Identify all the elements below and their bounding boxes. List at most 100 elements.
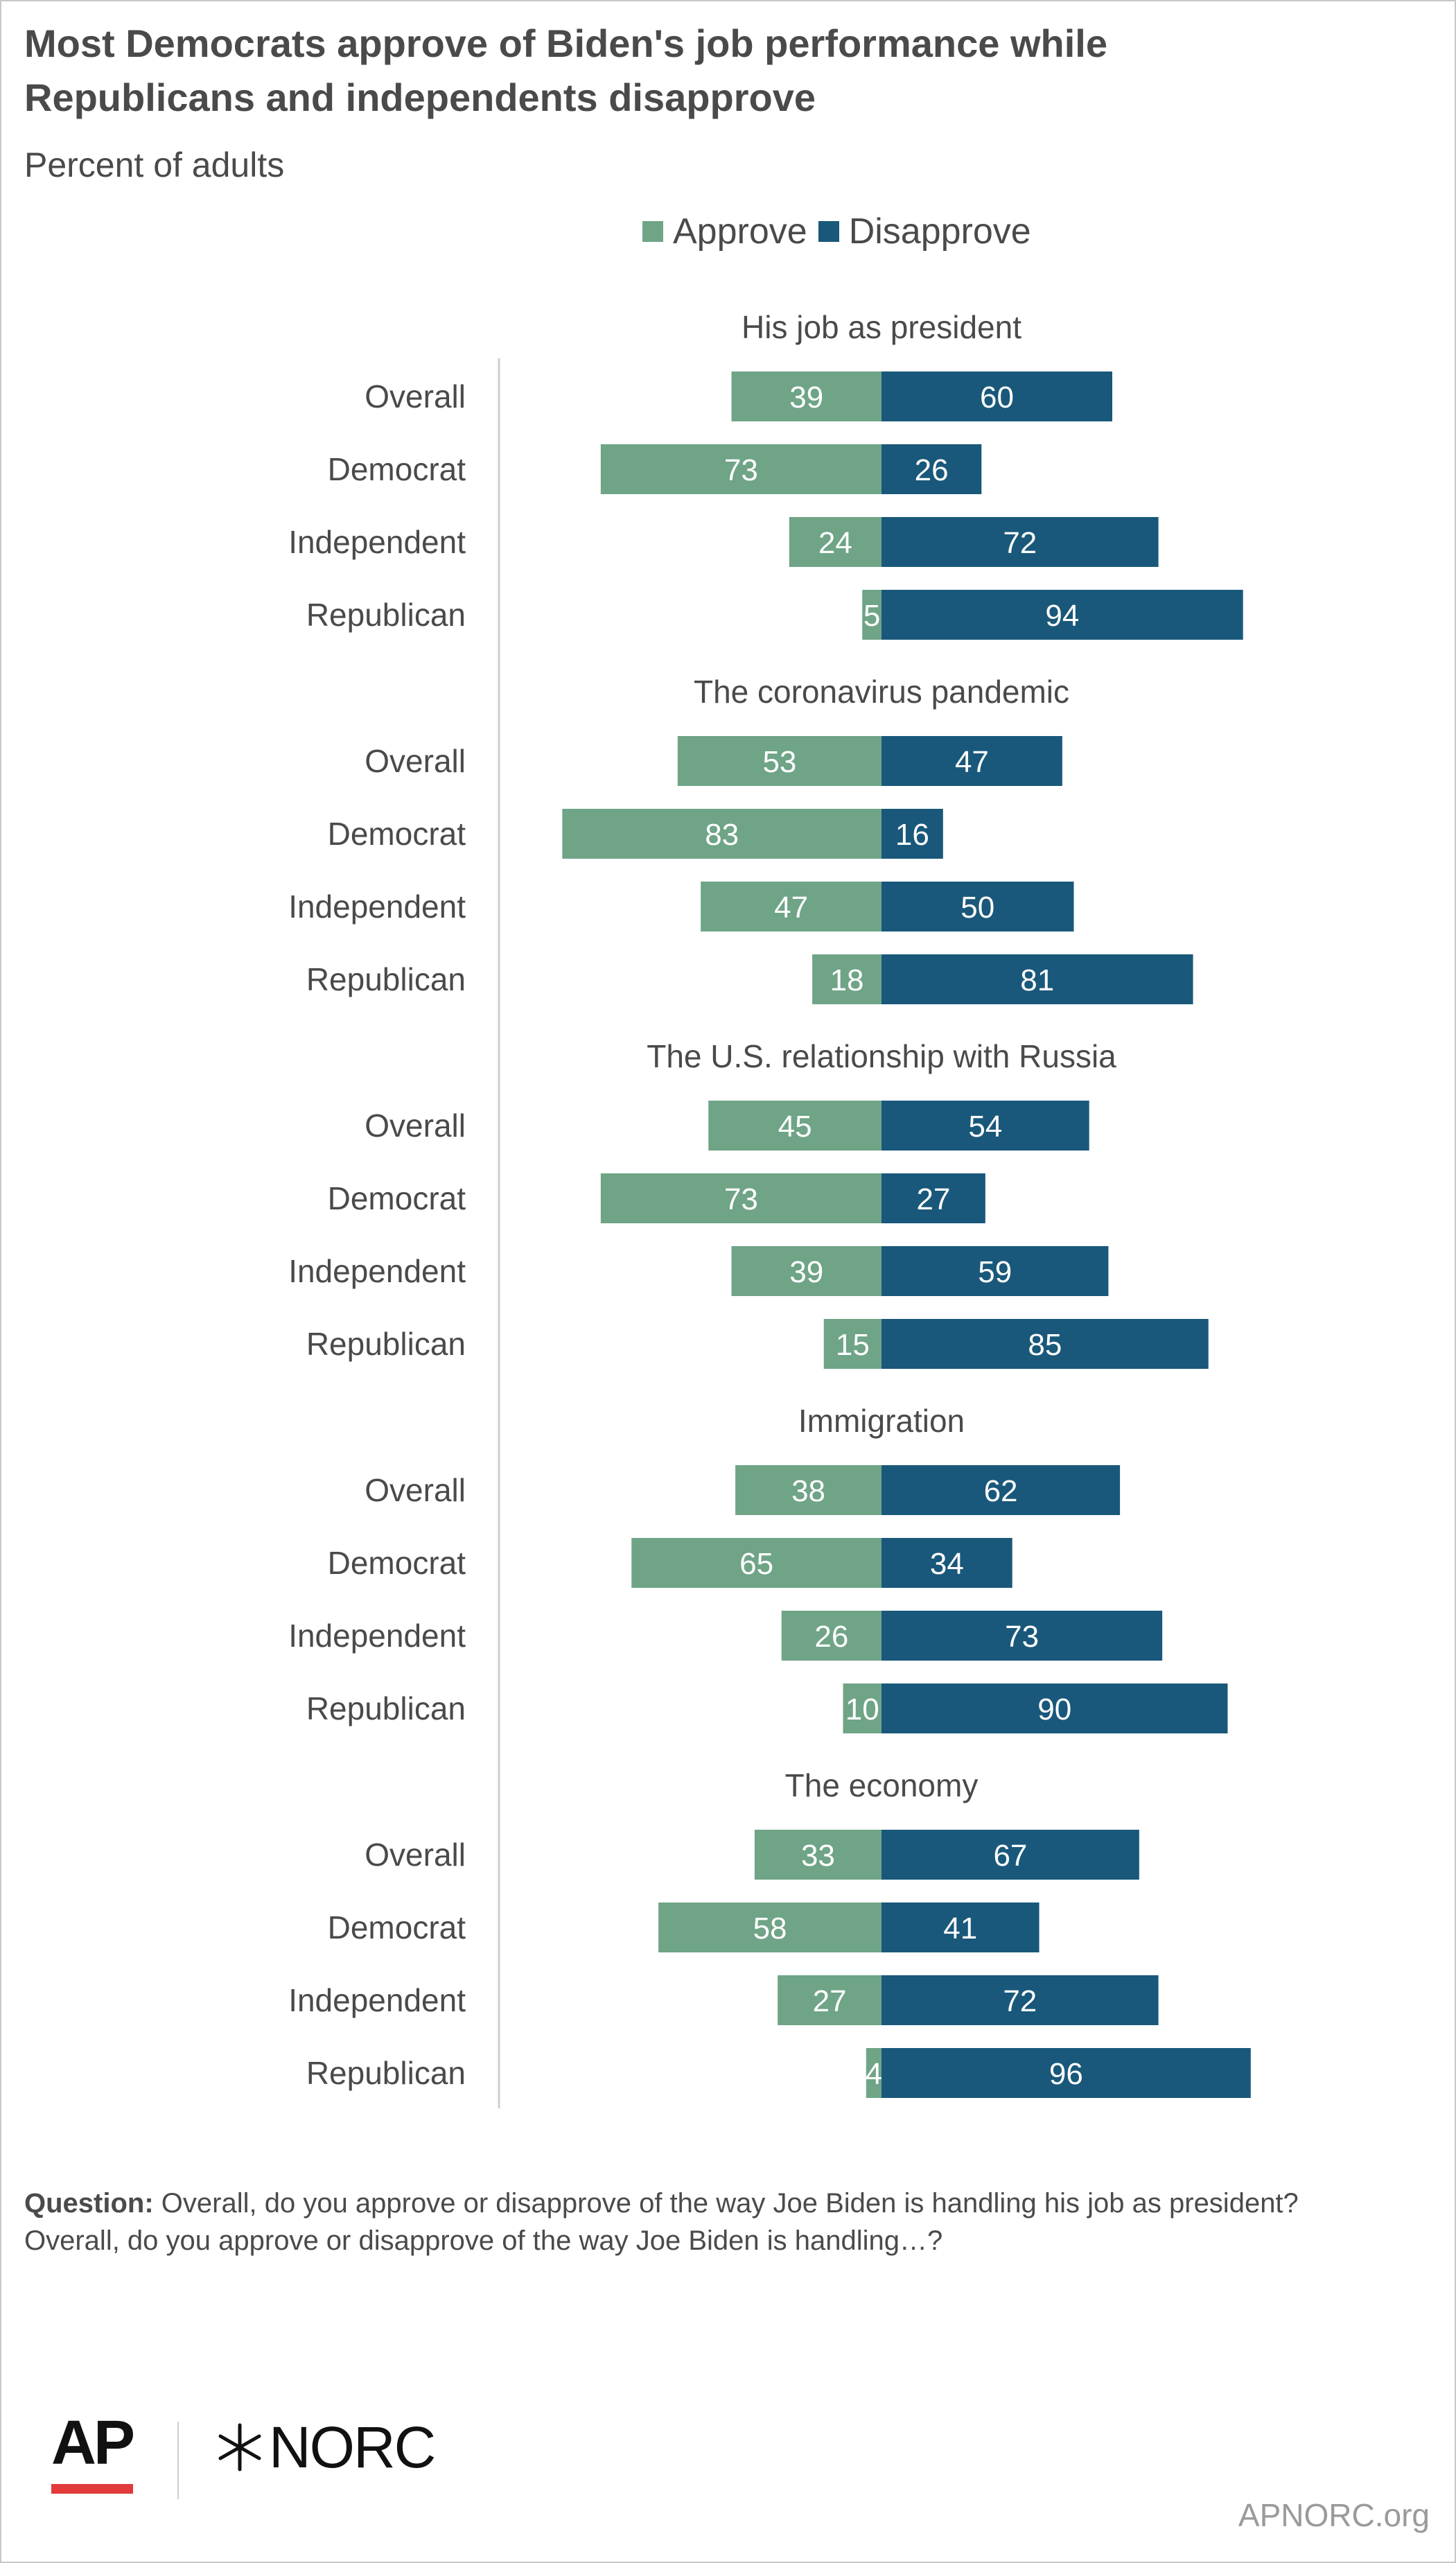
disapprove-value-label: 26: [915, 453, 949, 487]
approve-bar: [658, 1902, 882, 1952]
approve-value-label: 83: [705, 818, 739, 852]
legend-item-approve: Approve: [642, 211, 807, 252]
category-label: Republican: [306, 597, 466, 633]
disapprove-bar: [882, 1465, 1121, 1515]
approve-bar: [731, 1246, 882, 1296]
category-label: Independent: [288, 1253, 466, 1289]
disapprove-value-label: 72: [1003, 526, 1037, 560]
disapprove-value-label: 81: [1020, 963, 1054, 997]
approve-bar: [843, 1683, 882, 1733]
disapprove-value-label: 90: [1037, 1692, 1071, 1726]
approve-value-label: 39: [789, 1255, 823, 1289]
legend-label-disapprove: Disapprove: [848, 211, 1031, 252]
disapprove-bar: [882, 1830, 1139, 1880]
category-label: Overall: [365, 743, 466, 779]
approve-bar: [866, 2048, 882, 2098]
approve-value-label: 45: [778, 1110, 812, 1144]
panel-title: His job as president: [742, 309, 1021, 345]
approve-value-label: 47: [774, 891, 808, 925]
category-label: Overall: [365, 378, 466, 414]
disapprove-value-label: 27: [916, 1182, 950, 1216]
approve-value-label: 73: [724, 453, 758, 487]
approve-value-label: 53: [762, 745, 796, 779]
disapprove-value-label: 85: [1028, 1328, 1062, 1362]
approve-bar: [562, 809, 882, 859]
legend-swatch-approve: [642, 221, 663, 242]
panel-title: Immigration: [798, 1403, 965, 1439]
approve-value-label: 5: [863, 599, 880, 633]
approve-bar: [754, 1830, 882, 1880]
disapprove-value-label: 96: [1049, 2057, 1083, 2091]
disapprove-bar: [882, 444, 982, 494]
question-label: Question:: [24, 2188, 154, 2219]
approve-value-label: 73: [724, 1182, 758, 1216]
approve-bar: [862, 590, 882, 640]
disapprove-value-label: 67: [993, 1839, 1027, 1873]
diverging-bar-chart: His job as president Overall 39 60 Democrat 7…: [288, 309, 1251, 2108]
disapprove-bar: [882, 517, 1159, 567]
category-label: Independent: [288, 1618, 466, 1654]
approve-bar: [708, 1101, 882, 1151]
approve-bar: [600, 444, 882, 494]
question-text: Overall, do you approve or disapprove of…: [161, 2188, 1299, 2219]
disapprove-bar: [882, 1173, 985, 1223]
disapprove-value-label: 41: [943, 1912, 977, 1945]
category-label: Independent: [288, 1982, 466, 2018]
disapprove-bar: [882, 809, 943, 859]
approve-bar: [677, 736, 882, 786]
approve-value-label: 27: [813, 1984, 847, 2018]
category-label: Democrat: [328, 816, 466, 852]
approve-bar: [731, 371, 882, 421]
panel-title: The coronavirus pandemic: [694, 674, 1069, 710]
legend: Approve Disapprove: [642, 211, 1031, 252]
disapprove-bar: [882, 1611, 1163, 1661]
ap-logo-text: AP: [51, 2408, 135, 2478]
disapprove-bar: [882, 1101, 1089, 1151]
category-label: Republican: [306, 1326, 466, 1362]
disapprove-bar: [882, 1902, 1040, 1952]
approve-value-label: 18: [830, 963, 864, 997]
approve-bar: [600, 1173, 882, 1223]
website-link[interactable]: APNORC.org: [1238, 2497, 1430, 2533]
approve-bar: [735, 1465, 882, 1515]
category-label: Independent: [288, 524, 466, 560]
ap-logo-underline: [51, 2484, 133, 2494]
panel-title: The economy: [785, 1767, 979, 1803]
norc-logo-text: NORC: [269, 2415, 436, 2480]
disapprove-bar: [882, 882, 1074, 931]
disapprove-value-label: 50: [961, 891, 994, 925]
approve-bar: [789, 517, 882, 567]
disapprove-value-label: 72: [1003, 1984, 1037, 2018]
approve-value-label: 38: [791, 1474, 825, 1508]
category-label: Democrat: [328, 1909, 466, 1945]
title-line-1: Most Democrats approve of Biden's job pe…: [24, 21, 1107, 65]
disapprove-bar: [882, 1538, 1012, 1588]
approve-value-label: 15: [836, 1328, 870, 1362]
legend-item-disapprove: Disapprove: [818, 211, 1031, 252]
disapprove-bar: [882, 736, 1062, 786]
category-label: Republican: [306, 2055, 466, 2091]
category-label: Overall: [365, 1837, 466, 1873]
disapprove-value-label: 34: [930, 1547, 964, 1581]
category-label: Democrat: [328, 1545, 466, 1581]
approve-value-label: 58: [753, 1912, 787, 1945]
approve-value-label: 39: [789, 380, 823, 414]
category-label: Overall: [365, 1472, 466, 1508]
panel-title: The U.S. relationship with Russia: [647, 1038, 1116, 1074]
disapprove-bar: [882, 954, 1193, 1004]
chart-subtitle: Percent of adults: [24, 146, 285, 184]
category-label: Republican: [306, 1690, 466, 1726]
approve-bar: [781, 1611, 882, 1661]
disapprove-value-label: 59: [978, 1255, 1012, 1289]
category-label: Independent: [288, 889, 466, 925]
approve-bar: [823, 1319, 882, 1369]
disapprove-bar: [882, 590, 1243, 640]
chart-title: Most Democrats approve of Biden's job pe…: [24, 17, 1396, 125]
approve-value-label: 26: [814, 1620, 848, 1654]
norc-star-icon: [218, 2423, 261, 2472]
approve-bar: [812, 954, 882, 1004]
disapprove-bar: [882, 1319, 1209, 1369]
logo-divider: [177, 2422, 179, 2499]
approve-bar: [631, 1538, 882, 1588]
